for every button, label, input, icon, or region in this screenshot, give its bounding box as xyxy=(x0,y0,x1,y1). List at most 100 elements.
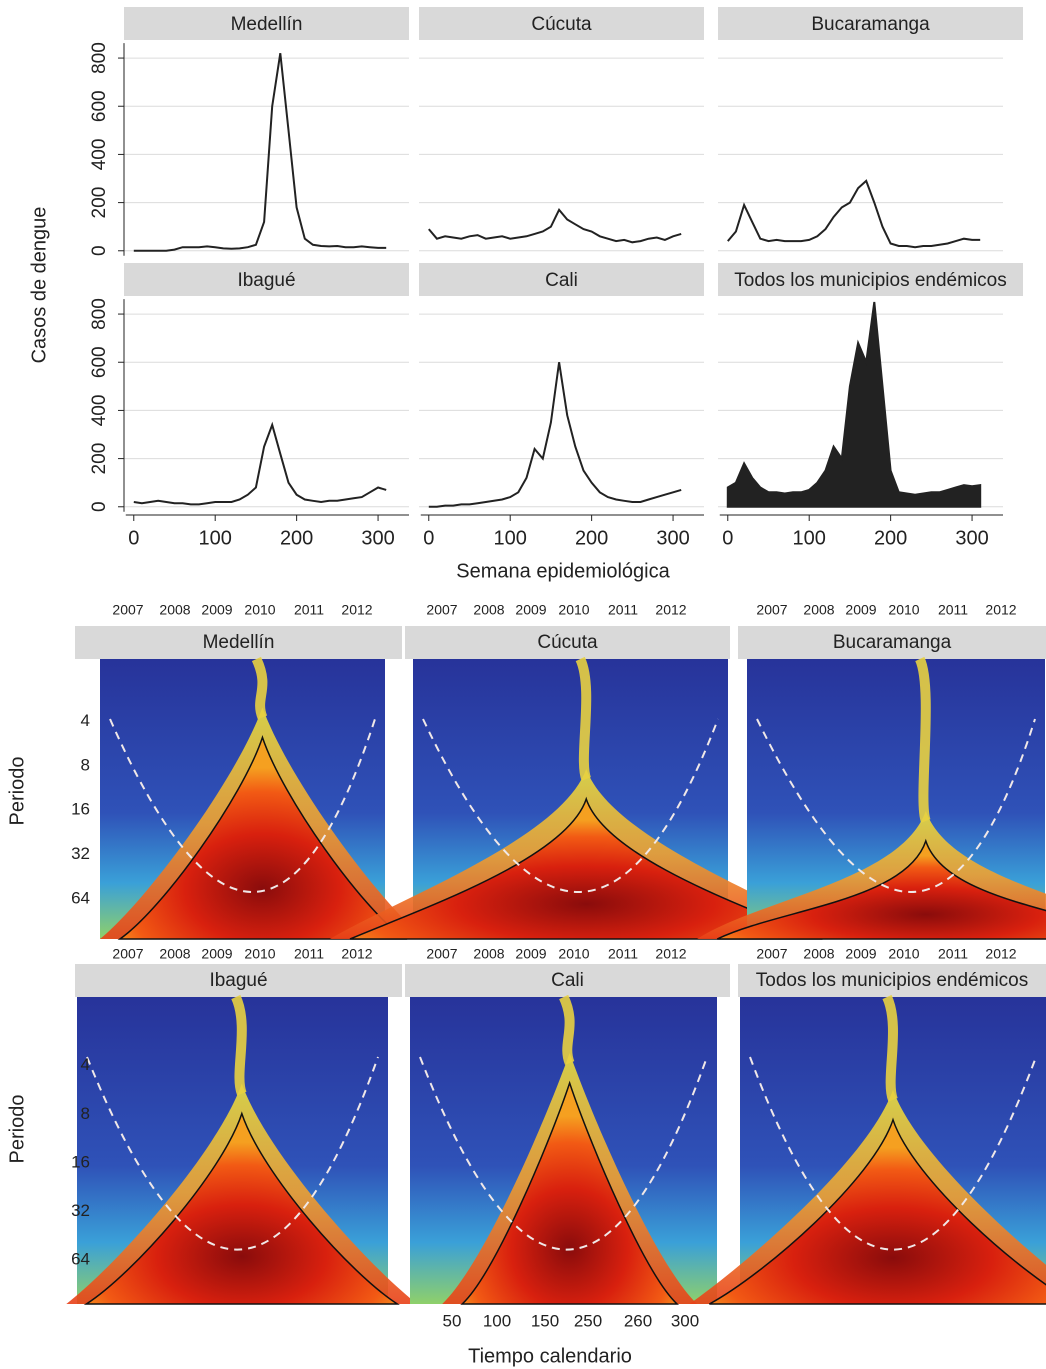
y-tick-label: 8 xyxy=(81,755,90,774)
y-tick-label: 16 xyxy=(71,1152,90,1171)
year-label: 2008 xyxy=(473,602,504,618)
y-axis-label: Periodo xyxy=(6,1095,28,1164)
strip xyxy=(405,964,730,997)
x-tick-label: 50 xyxy=(443,1311,462,1330)
year-label: 2008 xyxy=(159,946,190,962)
year-label: 2010 xyxy=(244,946,275,962)
strip xyxy=(124,263,409,296)
year-label: 2008 xyxy=(159,602,190,618)
x-tick-label: 300 xyxy=(671,1311,699,1330)
y-tick-label: 800 xyxy=(89,298,110,330)
year-label: 2011 xyxy=(294,946,324,962)
y-tick-label: 32 xyxy=(71,1201,90,1220)
panel-title: Ibagué xyxy=(209,970,267,991)
wavelet-power xyxy=(709,1117,1046,1305)
year-label: 2007 xyxy=(112,946,143,962)
x-tick-label: 250 xyxy=(574,1311,602,1330)
wavelet-ridge xyxy=(231,994,247,1096)
year-label: 2010 xyxy=(888,602,919,618)
year-label: 2008 xyxy=(473,946,504,962)
wavelet-ridge xyxy=(559,994,575,1065)
year-label: 2012 xyxy=(985,946,1016,962)
strip xyxy=(124,7,409,40)
panel-title: Medellín xyxy=(231,14,303,35)
y-tick-label: 4 xyxy=(81,1055,90,1074)
panel-title: Cúcuta xyxy=(531,14,592,35)
year-label: 2009 xyxy=(201,946,232,962)
strip xyxy=(405,626,730,659)
y-tick-label: 200 xyxy=(89,187,110,219)
year-label: 2009 xyxy=(201,602,232,618)
y-tick-label: 800 xyxy=(89,42,110,74)
line xyxy=(428,362,682,508)
y-axis-label: Casos de dengue xyxy=(28,207,50,364)
year-label: 2011 xyxy=(608,946,638,962)
year-label: 2009 xyxy=(515,946,546,962)
wavelet-ridge xyxy=(575,656,592,781)
panel-title: Cali xyxy=(545,270,578,291)
wavelet-ridge xyxy=(882,994,898,1102)
year-label: 2010 xyxy=(558,946,589,962)
x-tick-label: 100 xyxy=(199,527,232,549)
y-tick-label: 64 xyxy=(71,1249,90,1268)
panel-title: Bucaramanga xyxy=(811,14,930,35)
wavelet-ridge xyxy=(915,656,931,823)
year-label: 2007 xyxy=(112,602,143,618)
year-label: 2009 xyxy=(845,602,876,618)
y-tick-label: 600 xyxy=(89,90,110,122)
x-tick-label: 100 xyxy=(483,1311,511,1330)
year-label: 2007 xyxy=(426,602,457,618)
strip xyxy=(419,263,704,296)
y-tick-label: 200 xyxy=(89,443,110,475)
wavelet-power xyxy=(349,796,823,940)
wavelet-power xyxy=(117,735,408,940)
x-tick-label: 150 xyxy=(531,1311,559,1330)
cone-of-influence xyxy=(86,1056,379,1251)
line xyxy=(727,179,981,249)
panel-title: Ibagué xyxy=(237,270,295,291)
year-label: 2010 xyxy=(558,602,589,618)
y-tick-label: 0 xyxy=(89,501,110,512)
y-tick-label: 400 xyxy=(89,139,110,171)
y-tick-label: 8 xyxy=(81,1104,90,1123)
year-label: 2009 xyxy=(515,602,546,618)
strip xyxy=(738,626,1046,659)
strip xyxy=(75,626,402,659)
y-tick-label: 4 xyxy=(81,711,90,730)
year-label: 2007 xyxy=(756,946,787,962)
strip xyxy=(75,964,402,997)
y-tick-label: 0 xyxy=(89,245,110,256)
y-tick-label: 600 xyxy=(89,346,110,378)
y-tick-label: 16 xyxy=(71,800,90,819)
x-tick-label: 300 xyxy=(656,527,689,549)
y-tick-label: 64 xyxy=(71,888,90,907)
wavelet-ridge xyxy=(251,656,268,720)
strip xyxy=(718,263,1023,296)
x-tick-label: 200 xyxy=(280,527,313,549)
x-axis-label: Semana epidemiológica xyxy=(456,560,670,582)
year-label: 2012 xyxy=(655,602,686,618)
y-axis-label: Periodo xyxy=(6,757,28,826)
year-label: 2010 xyxy=(888,946,919,962)
y-tick-label: 32 xyxy=(71,844,90,863)
year-label: 2007 xyxy=(756,602,787,618)
panel-title: Todos los municipios endémicos xyxy=(756,970,1028,991)
year-label: 2011 xyxy=(938,602,968,618)
x-tick-label: 300 xyxy=(361,527,394,549)
year-label: 2012 xyxy=(655,946,686,962)
cone-of-influence xyxy=(749,1056,1037,1251)
wavelet-power xyxy=(716,838,1046,940)
panel-title: Cali xyxy=(551,970,584,991)
year-label: 2012 xyxy=(341,602,372,618)
x-tick-label: 260 xyxy=(624,1311,652,1330)
panel-title: Bucaramanga xyxy=(833,632,952,653)
x-tick-label: 100 xyxy=(494,527,527,549)
cone-of-influence xyxy=(109,718,376,893)
x-tick-label: 0 xyxy=(722,527,733,549)
panel-title: Medellín xyxy=(203,632,275,653)
line xyxy=(428,207,682,244)
cone-of-influence xyxy=(756,718,1036,893)
year-label: 2007 xyxy=(426,946,457,962)
x-tick-label: 0 xyxy=(423,527,434,549)
